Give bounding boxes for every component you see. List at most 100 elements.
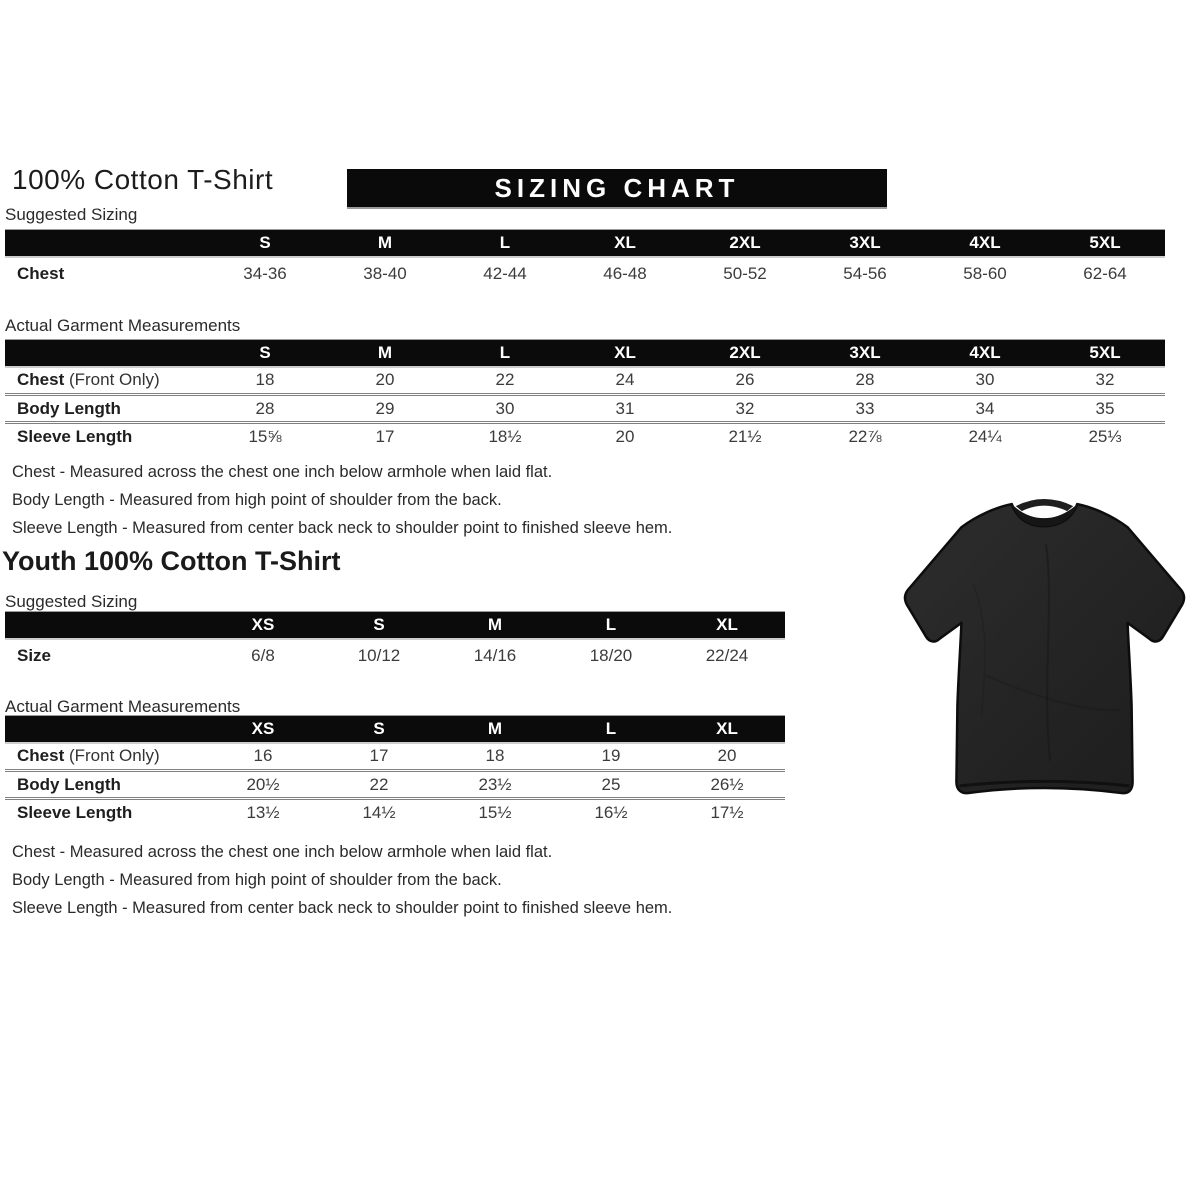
size-column-header: XL [669, 715, 785, 744]
measurement-cell: 17 [369, 746, 389, 766]
measurement-cell: 20½ [205, 769, 321, 799]
size-column-header: S [205, 229, 325, 258]
measurement-cell: 32 [1095, 370, 1115, 390]
corner-cell [5, 715, 205, 744]
size-table: S M L XL 2XL 3XL 4XL 5XL Chest 34-36 38-40 42-44 46-… [5, 229, 1165, 290]
size-column-header: S [321, 715, 437, 744]
tshirt-wrinkle [985, 674, 1121, 712]
measurement-cell: 28 [205, 393, 325, 423]
measurement-cell: 35 [1045, 393, 1165, 423]
size-header-row: S M L XL 2XL 3XL 4XL 5XL [5, 229, 1165, 258]
row-label: Sleeve Length [5, 797, 205, 827]
size-column-header: L [445, 339, 565, 368]
size-header-row: S M L XL 2XL 3XL 4XL 5XL [5, 339, 1165, 368]
measurement-cell: 26 [735, 370, 755, 390]
measurement-cell: 10/12 [357, 645, 401, 665]
note-line: Sleeve Length - Measured from center bac… [12, 519, 673, 537]
measurement-cell: 28 [855, 370, 875, 390]
tshirt-wrinkle [972, 584, 986, 716]
size-column-header: XS [205, 611, 321, 640]
measurement-cell: 22⅞ [805, 421, 925, 451]
tshirt-back-collar [1015, 499, 1074, 512]
page-title: 100% Cotton T-Shirt [12, 164, 274, 195]
size-column-header: M [325, 339, 445, 368]
measurement-cell: 22 [321, 769, 437, 799]
size-header-row: XS S M L XL [5, 611, 785, 640]
measurement-cell: 16½ [553, 797, 669, 827]
youth-measurement-notes: Chest - Measured across the chest one in… [12, 838, 672, 922]
youth-suggested-sizing-label: Suggested Sizing [5, 592, 138, 611]
corner-cell [5, 339, 205, 368]
measurement-cell: 33 [805, 393, 925, 423]
row-label: Chest (Front Only) [17, 746, 160, 766]
measurement-cell: 17½ [669, 797, 785, 827]
measurement-cell: 14/16 [473, 645, 517, 665]
measurement-cell: 13½ [205, 797, 321, 827]
size-column-header: 5XL [1045, 229, 1165, 258]
measurement-cell: 62-64 [1083, 263, 1127, 283]
measurement-cell: 42-44 [483, 263, 527, 283]
measurement-row: Sleeve Length 15⅝ 17 18½ 20 21½ 22⅞ 24¼ 25⅓ [5, 421, 1165, 451]
note-line: Body Length - Measured from high point o… [12, 871, 502, 889]
size-column-header: 4XL [925, 229, 1045, 258]
size-column-header: 2XL [685, 339, 805, 368]
size-column-header: XL [565, 339, 685, 368]
measurement-cell: 46-48 [603, 263, 647, 283]
size-header-row: XS S M L XL [5, 715, 785, 744]
measurement-cell: 31 [565, 393, 685, 423]
measurement-cell: 20 [375, 370, 395, 390]
measurement-cell: 34-36 [243, 263, 287, 283]
tshirt-wrinkle [1045, 544, 1052, 761]
size-column-header: S [205, 339, 325, 368]
youth-page-title: Youth 100% Cotton T-Shirt [2, 546, 341, 576]
measurement-row: Chest (Front Only) 16 17 18 19 20 [5, 743, 785, 771]
size-column-header: 3XL [805, 229, 925, 258]
measurement-cell: 24 [615, 370, 635, 390]
row-label: Chest [17, 263, 65, 283]
measurement-cell: 29 [325, 393, 445, 423]
adult-actual-measurements-label: Actual Garment Measurements [5, 316, 241, 335]
measurement-cell: 19 [601, 746, 621, 766]
note-line: Body Length - Measured from high point o… [12, 491, 502, 509]
measurement-cell: 22/24 [705, 645, 749, 665]
size-column-header: 3XL [805, 339, 925, 368]
measurement-cell: 20 [565, 421, 685, 451]
size-column-header: XL [565, 229, 685, 258]
measurement-row: Sleeve Length 13½ 14½ 15½ 16½ 17½ [5, 797, 785, 827]
size-column-header: L [553, 611, 669, 640]
size-column-header: 4XL [925, 339, 1045, 368]
measurement-cell: 20 [717, 746, 737, 766]
measurement-cell: 25 [553, 769, 669, 799]
row-label-suffix: (Front Only) [64, 370, 160, 390]
measurement-cell: 17 [325, 421, 445, 451]
row-label: Body Length [5, 769, 205, 799]
measurement-cell: 30 [445, 393, 565, 423]
measurement-cell: 18½ [445, 421, 565, 451]
measurement-cell: 18 [255, 370, 275, 390]
size-column-header: 2XL [685, 229, 805, 258]
size-column-header: M [325, 229, 445, 258]
measurement-row: Body Length 28 29 30 31 32 33 34 35 [5, 393, 1165, 423]
size-column-header: L [445, 229, 565, 258]
measurement-cell: 58-60 [963, 263, 1007, 283]
measurement-row: Chest 34-36 38-40 42-44 46-48 50-52 54-56 58-60… [5, 257, 1165, 290]
corner-cell [5, 229, 205, 258]
size-table: XS S M L XL Chest (Front Only) 16 17 18 19 20 Body … [5, 715, 785, 827]
tshirt-collar [1011, 504, 1078, 527]
measurement-cell: 14½ [321, 797, 437, 827]
youth-actual-measurements-table: XS S M L XL Chest (Front Only) 16 17 18 19 20 Body … [5, 715, 785, 827]
measurement-cell: 24¼ [925, 421, 1045, 451]
corner-cell [5, 611, 205, 640]
size-table: XS S M L XL Size 6/8 10/12 14/16 18/20 22/24 [5, 611, 785, 672]
row-label: Chest (Front Only) [17, 370, 160, 390]
adult-suggested-sizing-table: S M L XL 2XL 3XL 4XL 5XL Chest 34-36 38-40 42-44 46-… [5, 229, 1165, 290]
size-column-header: S [321, 611, 437, 640]
measurement-cell: 23½ [437, 769, 553, 799]
adult-actual-measurements-table: S M L XL 2XL 3XL 4XL 5XL Chest (Front Only) 18 20 2… [5, 339, 1165, 451]
size-column-header: 5XL [1045, 339, 1165, 368]
size-column-header: M [437, 715, 553, 744]
black-tshirt-image [903, 499, 1186, 795]
size-table: S M L XL 2XL 3XL 4XL 5XL Chest (Front Only) 18 20 2… [5, 339, 1165, 451]
adult-measurement-notes: Chest - Measured across the chest one in… [12, 458, 672, 542]
